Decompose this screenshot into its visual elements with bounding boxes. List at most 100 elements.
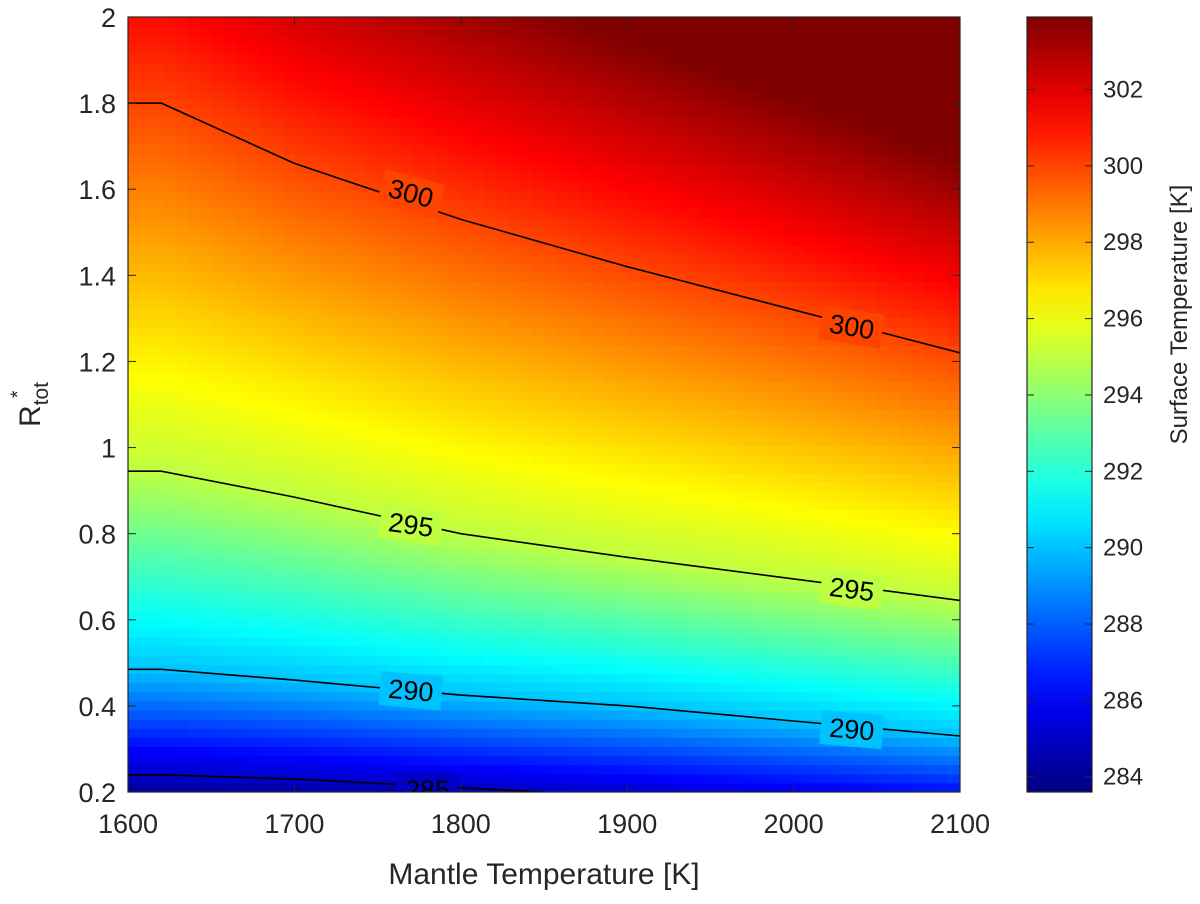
heatmap-cell — [734, 737, 747, 748]
heatmap-cell — [793, 226, 807, 237]
heatmap-cell — [437, 327, 450, 337]
heatmap-cell — [401, 308, 414, 319]
heatmap-cell — [472, 372, 486, 383]
heatmap-cell — [448, 700, 462, 711]
heatmap-cell — [365, 655, 379, 665]
heatmap-cell — [627, 582, 640, 593]
heatmap-cell — [746, 436, 759, 447]
heatmap-cell — [128, 536, 141, 547]
heatmap-cell — [151, 746, 165, 757]
heatmap-cell — [698, 363, 711, 374]
heatmap-cell — [615, 755, 628, 766]
heatmap-cell — [365, 117, 379, 128]
heatmap-cell — [757, 691, 771, 702]
heatmap-cell — [793, 244, 807, 255]
heatmap-cell — [294, 573, 307, 583]
heatmap-cell — [460, 573, 474, 583]
heatmap-cell — [223, 655, 236, 665]
heatmap-cell — [496, 573, 509, 583]
heatmap-cell — [294, 545, 307, 556]
heatmap-cell — [567, 445, 581, 456]
heatmap-cell — [710, 53, 723, 64]
heatmap-cell — [282, 573, 295, 583]
heatmap-cell — [139, 418, 153, 428]
heatmap-cell — [650, 664, 664, 675]
heatmap-cell — [555, 463, 569, 474]
heatmap-cell — [686, 491, 700, 501]
heatmap-cell — [139, 181, 153, 191]
heatmap-cell — [401, 554, 414, 565]
heatmap-cell — [662, 62, 676, 73]
heatmap-cell — [757, 62, 771, 73]
heatmap-cell — [650, 390, 664, 401]
heatmap-cell — [187, 17, 200, 27]
heatmap-cell — [781, 217, 795, 228]
heatmap-cell — [163, 144, 177, 155]
heatmap-cell — [448, 655, 462, 665]
heatmap-cell — [234, 208, 248, 219]
heatmap-cell — [650, 354, 664, 365]
heatmap-cell — [318, 235, 331, 246]
heatmap-cell — [246, 746, 260, 757]
heatmap-cell — [199, 773, 212, 784]
heatmap-cell — [555, 719, 569, 729]
heatmap-cell — [448, 427, 462, 438]
heatmap-cell — [603, 235, 616, 246]
heatmap-cell — [270, 436, 284, 447]
heatmap-cell — [817, 272, 830, 283]
heatmap-cell — [544, 728, 557, 738]
heatmap-cell — [555, 782, 569, 792]
heatmap-cell — [662, 345, 676, 355]
heatmap-cell — [389, 345, 402, 355]
heatmap-cell — [496, 646, 509, 656]
heatmap-cell — [330, 62, 343, 73]
heatmap-cell — [425, 336, 438, 346]
heatmap-cell — [437, 637, 450, 647]
heatmap-cell — [639, 272, 652, 283]
heatmap-cell — [139, 62, 153, 73]
heatmap-cell — [413, 646, 426, 656]
heatmap-cell — [211, 35, 224, 45]
heatmap-cell — [591, 764, 605, 775]
heatmap-cell — [282, 108, 295, 118]
heatmap-cell — [793, 700, 807, 711]
heatmap-cell — [294, 345, 307, 355]
heatmap-cell — [757, 44, 771, 55]
heatmap-cell — [686, 153, 700, 164]
heatmap-cell — [781, 226, 795, 237]
heatmap-cell — [793, 418, 807, 428]
heatmap-cell — [341, 482, 355, 492]
heatmap-cell — [555, 381, 569, 392]
heatmap-cell — [555, 172, 569, 182]
heatmap-cell — [591, 536, 605, 547]
heatmap-cell — [591, 263, 605, 273]
heatmap-cell — [377, 709, 391, 720]
heatmap-cell — [734, 518, 747, 529]
heatmap-cell — [508, 17, 521, 27]
heatmap-cell — [793, 518, 807, 529]
heatmap-cell — [555, 89, 569, 100]
heatmap-cell — [187, 609, 200, 620]
heatmap-cell — [472, 491, 486, 501]
heatmap-cell — [234, 418, 248, 428]
heatmap-cell — [603, 527, 616, 538]
heatmap-cell — [306, 773, 319, 784]
heatmap-cell — [520, 354, 533, 365]
heatmap-cell — [425, 463, 438, 474]
heatmap-cell — [746, 573, 759, 583]
heatmap-cell — [544, 518, 557, 529]
heatmap-cell — [769, 181, 783, 191]
heatmap-cell — [389, 709, 402, 720]
heatmap-cell — [722, 308, 735, 319]
heatmap-cell — [270, 99, 284, 109]
heatmap-cell — [139, 691, 153, 702]
heatmap-cell — [567, 327, 581, 337]
heatmap-cell — [282, 162, 295, 173]
heatmap-cell — [282, 62, 295, 73]
heatmap-cell — [591, 582, 605, 593]
heatmap-cell — [472, 181, 486, 191]
heatmap-cell — [437, 600, 450, 611]
heatmap-cell — [698, 308, 711, 319]
heatmap-cell — [639, 418, 652, 428]
heatmap-cell — [330, 254, 343, 264]
